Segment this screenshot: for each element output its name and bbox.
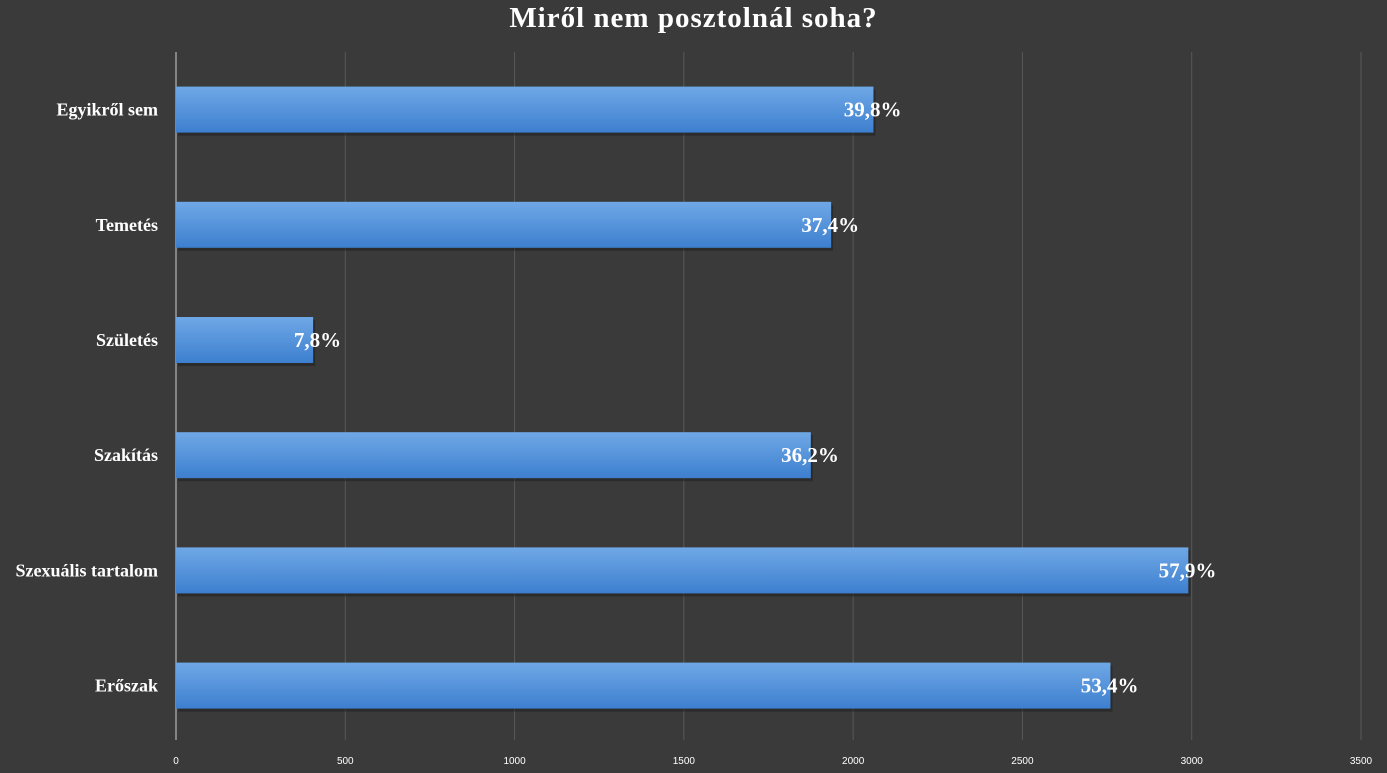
category-label: Szexuális tartalom (16, 560, 158, 580)
data-label: 36,2% (781, 443, 839, 467)
label-layer: 0 500 1000 1500 2000 2500 3000 3500 Egyikről sem… (16, 98, 1373, 767)
data-label: 53,4% (1081, 674, 1139, 698)
x-tick-label: 3000 (1181, 756, 1204, 767)
bar (176, 547, 1189, 594)
x-tick-label: 0 (173, 756, 179, 767)
category-label: Szakítás (94, 445, 158, 465)
chart-title: Miről nem posztolnál soha? (509, 2, 878, 34)
x-tick-label: 500 (337, 756, 354, 767)
data-label: 37,4% (801, 213, 859, 237)
x-tick-label: 1000 (503, 756, 526, 767)
bar (176, 662, 1111, 709)
data-label: 57,9% (1159, 558, 1217, 582)
x-tick-label: 2000 (842, 756, 865, 767)
x-tick-label: 3500 (1350, 756, 1373, 767)
x-tick-label: 1500 (673, 756, 696, 767)
bar (176, 432, 811, 479)
category-label: Erőszak (95, 676, 158, 696)
data-label: 39,8% (844, 98, 902, 122)
category-label: Egyikről sem (57, 100, 159, 120)
bar (176, 317, 314, 363)
bar (176, 201, 832, 248)
grid-layer (175, 52, 1362, 740)
x-tick-label: 2500 (1011, 756, 1034, 767)
bar (176, 86, 874, 133)
data-label: 7,8% (294, 328, 341, 352)
bar-layer (176, 86, 1191, 712)
category-label: Születés (96, 330, 158, 350)
category-label: Temetés (96, 215, 158, 235)
